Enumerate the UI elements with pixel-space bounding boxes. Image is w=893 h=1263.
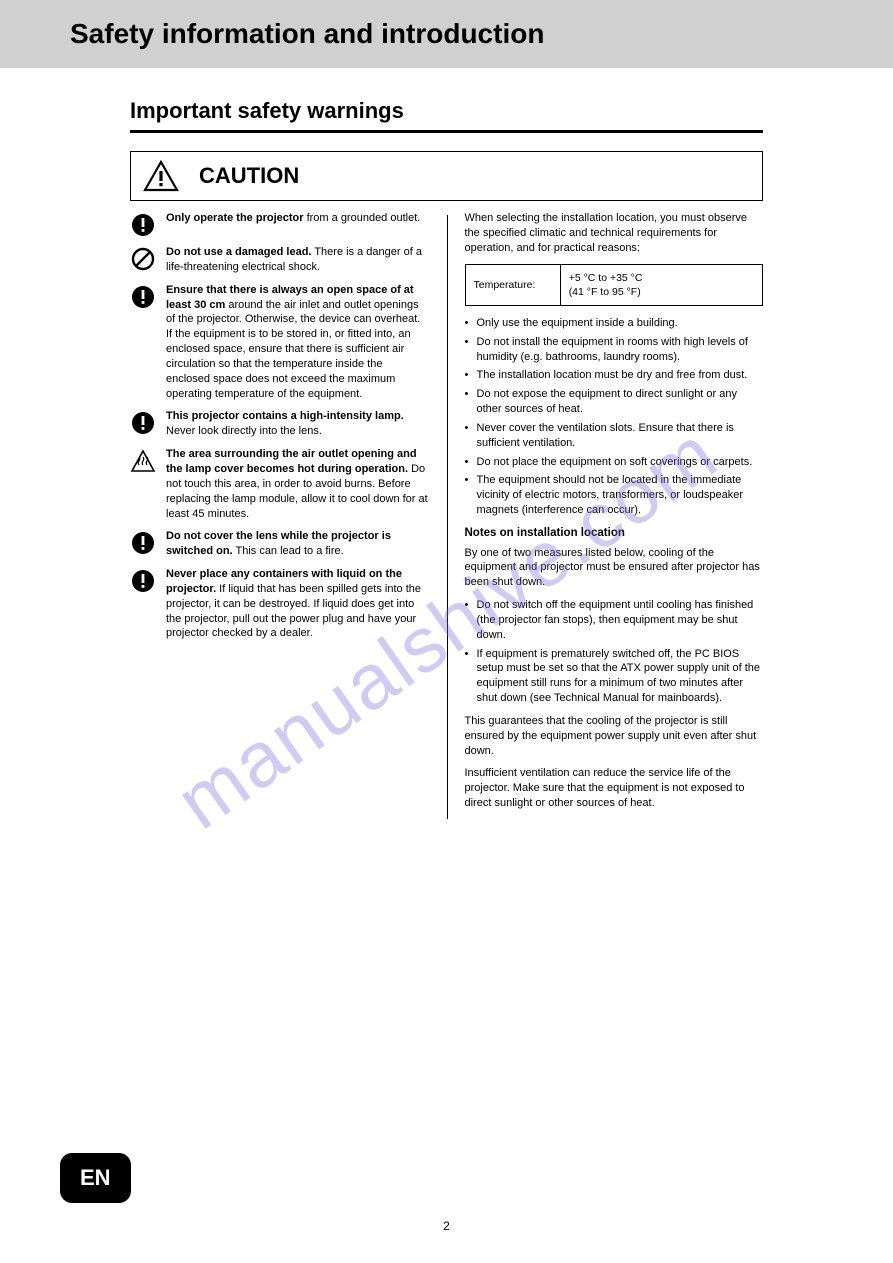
warning-item: Only operate the projector from a ground…: [130, 211, 429, 237]
table-row: Temperature: +5 °C to +35 °C(41 °F to 95…: [465, 264, 763, 305]
header-band: Safety information and introduction: [0, 0, 893, 68]
warning-text: Only operate the projector from a ground…: [166, 211, 429, 237]
warning-item: Do not cover the lens while the projecto…: [130, 529, 429, 559]
language-tab: EN: [60, 1153, 131, 1203]
right-para-1: By one of two measures listed below, coo…: [465, 546, 764, 591]
right-para-3: Insufficient ventilation can reduce the …: [465, 766, 764, 811]
right-para-2: This guarantees that the cooling of the …: [465, 714, 764, 759]
list-item: Do not place the equipment on soft cover…: [465, 455, 764, 470]
exclaim-circle-icon: [130, 409, 156, 439]
installation-bullet-list: Only use the equipment inside a building…: [465, 316, 764, 518]
warning-text: The area surrounding the air outlet open…: [166, 447, 429, 521]
warning-text: Do not use a damaged lead. There is a da…: [166, 245, 429, 275]
list-item: Do not install the equipment in rooms wi…: [465, 335, 764, 365]
caution-label: CAUTION: [199, 163, 299, 189]
right-column: When selecting the installation location…: [447, 211, 764, 819]
installation-notes-heading: Notes on installation location: [465, 526, 764, 542]
list-item: The equipment should not be located in t…: [465, 473, 764, 518]
warning-text: Ensure that there is always an open spac…: [166, 283, 429, 402]
list-item: Do not expose the equipment to direct su…: [465, 387, 764, 417]
warning-item: Ensure that there is always an open spac…: [130, 283, 429, 402]
warning-triangle-icon: [143, 160, 179, 192]
cooling-bullet-list: Do not switch off the equipment until co…: [465, 598, 764, 706]
column-divider: [447, 215, 448, 819]
list-item: Never cover the ventilation slots. Ensur…: [465, 421, 764, 451]
left-column: Only operate the projector from a ground…: [130, 211, 447, 819]
warning-item: The area surrounding the air outlet open…: [130, 447, 429, 521]
caution-box: CAUTION: [130, 151, 763, 201]
warning-text: Do not cover the lens while the projecto…: [166, 529, 429, 559]
warning-item: Never place any containers with liquid o…: [130, 567, 429, 641]
exclaim-circle-icon: [130, 529, 156, 559]
section-title: Important safety warnings: [130, 98, 763, 124]
two-column-body: Only operate the projector from a ground…: [130, 211, 763, 819]
list-item: The installation location must be dry an…: [465, 368, 764, 383]
list-item: Only use the equipment inside a building…: [465, 316, 764, 331]
list-item: If equipment is prematurely switched off…: [465, 647, 764, 706]
prohibit-icon: [130, 245, 156, 275]
warning-text: This projector contains a high-intensity…: [166, 409, 429, 439]
section-title-wrap: Important safety warnings: [130, 98, 763, 133]
spec-value: +5 °C to +35 °C(41 °F to 95 °F): [560, 264, 762, 305]
warning-text: Never place any containers with liquid o…: [166, 567, 429, 641]
page-header-title: Safety information and introduction: [70, 18, 863, 50]
warning-item: This projector contains a high-intensity…: [130, 409, 429, 439]
temperature-spec-table: Temperature: +5 °C to +35 °C(41 °F to 95…: [465, 264, 764, 306]
list-item: Do not switch off the equipment until co…: [465, 598, 764, 643]
hot-triangle-icon: [130, 447, 156, 521]
spec-label: Temperature:: [465, 264, 560, 305]
exclaim-circle-icon: [130, 211, 156, 237]
warning-item: Do not use a damaged lead. There is a da…: [130, 245, 429, 275]
exclaim-circle-icon: [130, 567, 156, 641]
exclaim-circle-icon: [130, 283, 156, 402]
page-number: 2: [443, 1219, 450, 1233]
right-intro-text: When selecting the installation location…: [465, 211, 764, 256]
